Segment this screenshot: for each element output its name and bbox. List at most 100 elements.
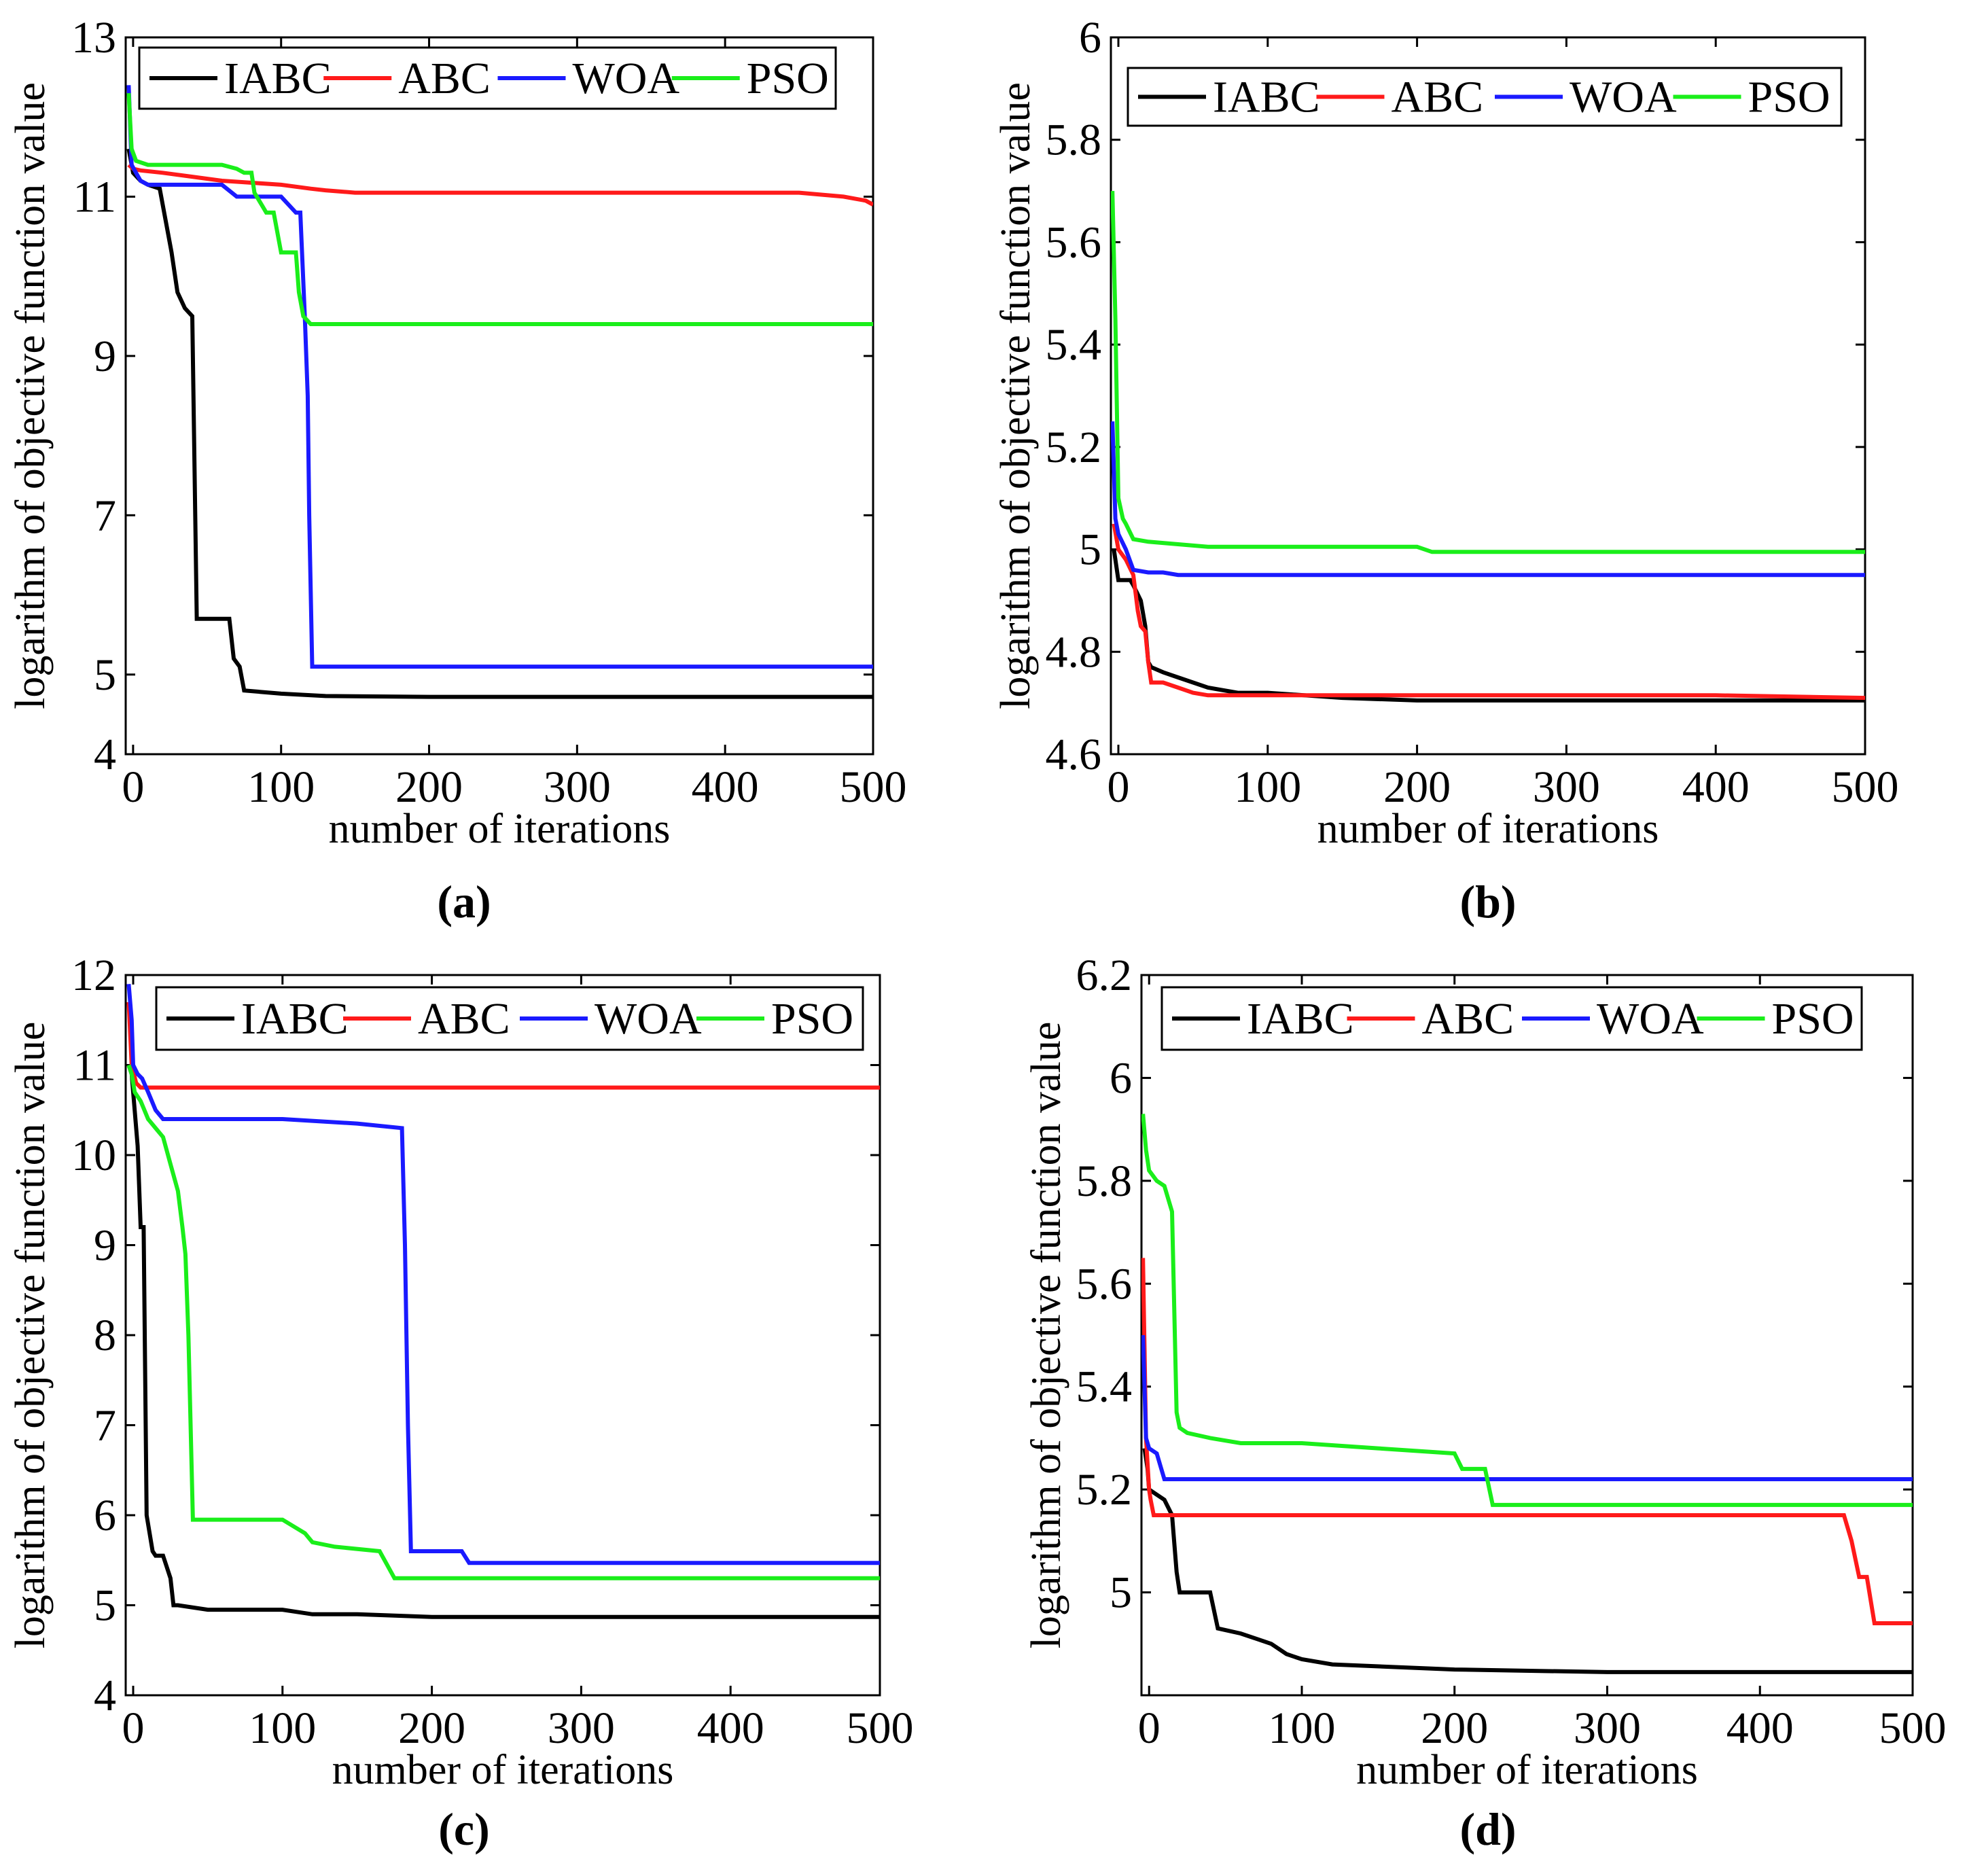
legend-label-iabc: IABC xyxy=(224,54,332,103)
y-tick-label: 6 xyxy=(94,1491,116,1540)
x-tick-label: 400 xyxy=(692,762,759,812)
series-line-abc xyxy=(1112,523,1865,701)
y-tick-label: 4.6 xyxy=(1046,730,1102,779)
x-axis-title: number of iterations xyxy=(332,1747,674,1793)
y-tick-label: 11 xyxy=(73,1041,116,1091)
y-tick-label: 5 xyxy=(94,1581,116,1631)
series-line-pso xyxy=(1111,191,1865,554)
panel-label: (a) xyxy=(437,876,491,927)
y-tick-label: 4 xyxy=(94,730,116,779)
y-tick-label: 5.6 xyxy=(1076,1259,1133,1309)
y-axis-title: logarithm of objective function value xyxy=(7,1022,54,1649)
series-line-iabc xyxy=(126,148,873,699)
x-tick-label: 200 xyxy=(1421,1703,1488,1753)
legend-label-woa: WOA xyxy=(1570,73,1677,122)
x-tick-label: 400 xyxy=(1726,1703,1794,1753)
series-line-woa xyxy=(126,85,873,669)
y-tick-label: 5 xyxy=(94,650,116,700)
y-tick-label: 5 xyxy=(1110,1568,1132,1618)
x-tick-label: 200 xyxy=(1383,762,1451,812)
x-tick-label: 100 xyxy=(247,762,315,812)
x-tick-label: 0 xyxy=(122,1703,144,1753)
plot-frame xyxy=(1140,974,1914,1697)
legend-label-abc: ABC xyxy=(1392,73,1484,122)
legend-label-iabc: IABC xyxy=(1213,73,1320,122)
y-tick-label: 5.2 xyxy=(1046,423,1102,472)
y-tick-label: 9 xyxy=(94,1221,116,1271)
y-axis-title: logarithm of objective function value xyxy=(993,82,1039,709)
y-tick-label: 6 xyxy=(1110,1053,1132,1103)
x-tick-label: 100 xyxy=(1268,1703,1335,1753)
y-tick-label: 7 xyxy=(94,491,116,540)
panel-label: (c) xyxy=(438,1803,489,1855)
y-tick-label: 5.2 xyxy=(1076,1465,1133,1515)
legend-label-iabc: IABC xyxy=(241,994,349,1044)
plot-frame xyxy=(124,36,874,756)
y-tick-label: 5.4 xyxy=(1076,1362,1133,1412)
series-line-pso xyxy=(126,1064,880,1580)
legend-label-pso: PSO xyxy=(747,54,829,103)
x-tick-label: 300 xyxy=(544,762,611,812)
y-tick-label: 8 xyxy=(94,1311,116,1360)
series-line-iabc xyxy=(126,1064,880,1619)
x-tick-label: 200 xyxy=(395,762,463,812)
x-tick-label: 500 xyxy=(847,1703,914,1753)
x-tick-label: 500 xyxy=(840,762,907,812)
x-tick-label: 100 xyxy=(249,1703,316,1753)
series-line-woa xyxy=(1141,1334,1913,1481)
y-tick-label: 6 xyxy=(1079,13,1101,63)
y-tick-label: 9 xyxy=(94,332,116,381)
plot-frame xyxy=(1110,36,1866,756)
legend-label-woa: WOA xyxy=(595,994,702,1044)
y-tick-label: 5.4 xyxy=(1046,320,1102,370)
x-tick-label: 500 xyxy=(1832,762,1899,812)
x-tick-label: 300 xyxy=(1533,762,1600,812)
series-line-pso xyxy=(1141,1114,1913,1507)
series-line-iabc xyxy=(1142,1448,1913,1674)
legend-label-iabc: IABC xyxy=(1247,994,1354,1044)
panel-label: (d) xyxy=(1459,1803,1516,1855)
x-tick-label: 0 xyxy=(1107,762,1129,812)
legend-label-abc: ABC xyxy=(1422,994,1514,1044)
y-tick-label: 11 xyxy=(73,172,116,222)
y-tick-label: 6.2 xyxy=(1076,951,1133,1000)
chart-panel-b: 0 100 200 300 400 500 4.6 4.8 5 5.2 5.4 5.6 5.8 6 numb… xyxy=(993,13,1899,927)
chart-panel-a: 0 100 200 300 400 500 4 5 7 9 11 13 number of iterat… xyxy=(7,13,907,927)
y-tick-label: 5 xyxy=(1079,525,1101,575)
x-tick-label: 100 xyxy=(1234,762,1301,812)
y-tick-label: 4.8 xyxy=(1046,627,1102,677)
y-tick-label: 5.8 xyxy=(1076,1156,1133,1206)
x-axis-title: number of iterations xyxy=(329,806,671,852)
series-line-pso xyxy=(126,92,873,326)
legend-label-pso: PSO xyxy=(771,994,853,1044)
legend-label-woa: WOA xyxy=(573,54,680,103)
x-tick-label: 300 xyxy=(1574,1703,1641,1753)
x-tick-label: 200 xyxy=(398,1703,465,1753)
series-line-iabc xyxy=(1112,549,1865,703)
x-tick-label: 0 xyxy=(1138,1703,1160,1753)
chart-panel-c: 0 100 200 300 400 500 4 5 6 7 8 9 10 11 12 number of it… xyxy=(7,951,914,1855)
y-tick-label: 10 xyxy=(71,1131,116,1180)
y-tick-label: 5.6 xyxy=(1046,217,1102,267)
x-axis-title: number of iterations xyxy=(1356,1747,1698,1793)
series-line-woa xyxy=(126,984,880,1565)
x-axis-title: number of iterations xyxy=(1317,806,1659,852)
y-axis-title: logarithm of objective function value xyxy=(7,82,54,709)
series-line-abc xyxy=(1141,1258,1913,1625)
panel-label: (b) xyxy=(1459,876,1516,927)
y-tick-label: 7 xyxy=(94,1401,116,1451)
series-line-abc xyxy=(126,1002,880,1090)
x-tick-label: 400 xyxy=(697,1703,764,1753)
x-tick-label: 0 xyxy=(122,762,144,812)
legend-label-pso: PSO xyxy=(1772,994,1854,1044)
series-line-woa xyxy=(1111,421,1865,578)
y-tick-label: 4 xyxy=(94,1671,116,1720)
chart-panel-d: 0 100 200 300 400 500 5 5.2 5.4 5.6 5.8 6 6.2 number … xyxy=(1023,951,1947,1855)
y-tick-label: 12 xyxy=(71,951,116,1000)
y-tick-label: 13 xyxy=(71,13,116,63)
series-line-abc xyxy=(127,163,873,207)
legend-label-pso: PSO xyxy=(1748,73,1830,122)
legend-label-woa: WOA xyxy=(1597,994,1704,1044)
plot-frame xyxy=(124,974,881,1697)
